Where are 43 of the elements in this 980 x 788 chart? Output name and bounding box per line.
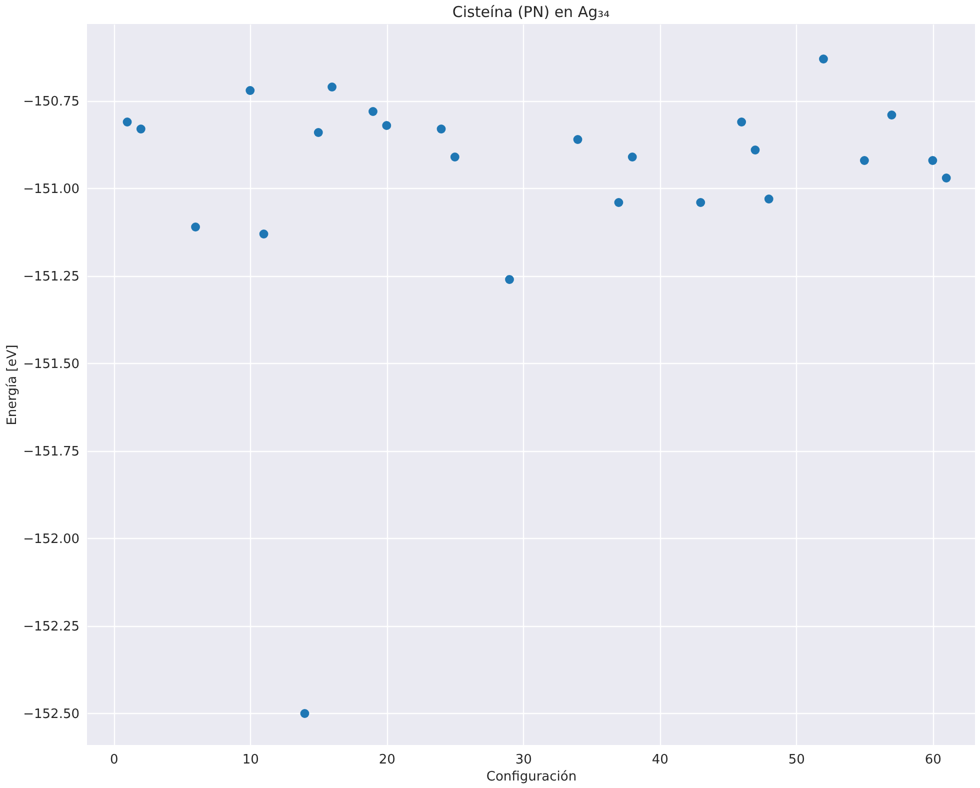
point (122, 118, 132, 126)
y-tick-label: −152.25 (23, 620, 80, 634)
x-tick-label: 50 (788, 752, 805, 768)
point (860, 156, 869, 165)
point (887, 110, 896, 120)
point (696, 198, 706, 207)
point (819, 54, 828, 64)
x-tick-label: 10 (242, 752, 259, 768)
point (764, 194, 774, 204)
x-tick-label: 30 (515, 752, 532, 768)
point (737, 118, 746, 126)
point (259, 230, 268, 238)
y-tick-label: −151.25 (23, 270, 80, 284)
y-tick-label: −151.50 (23, 357, 80, 372)
point (628, 152, 637, 162)
x-axis-title: Configuración (486, 770, 577, 784)
point (450, 152, 460, 162)
y-tick-label: −151.75 (23, 444, 80, 460)
point (928, 156, 938, 165)
point (942, 174, 951, 182)
point (750, 146, 760, 154)
y-tick-label: −151.00 (23, 182, 80, 197)
point (368, 107, 378, 116)
x-tick-label: 60 (924, 752, 942, 768)
chart-title: Cisteína (PN) en Ag₃₄ (452, 3, 610, 21)
point (382, 121, 392, 130)
x-tick-label: 20 (378, 752, 396, 768)
point (300, 709, 310, 718)
x-tick-label: 0 (110, 752, 118, 768)
y-tick-label: −150.75 (23, 94, 80, 110)
point (573, 135, 582, 144)
point (505, 275, 514, 284)
point (136, 124, 146, 134)
y-axis-title: Energía [eV] (5, 344, 20, 426)
point (436, 124, 446, 134)
x-tick-label: 40 (652, 752, 668, 768)
point (246, 86, 255, 95)
y-tick-label: −152.50 (23, 707, 80, 722)
y-tick-label: −152.00 (23, 532, 80, 547)
point (314, 128, 323, 137)
point (614, 198, 624, 207)
point (328, 82, 337, 92)
point (191, 222, 200, 232)
